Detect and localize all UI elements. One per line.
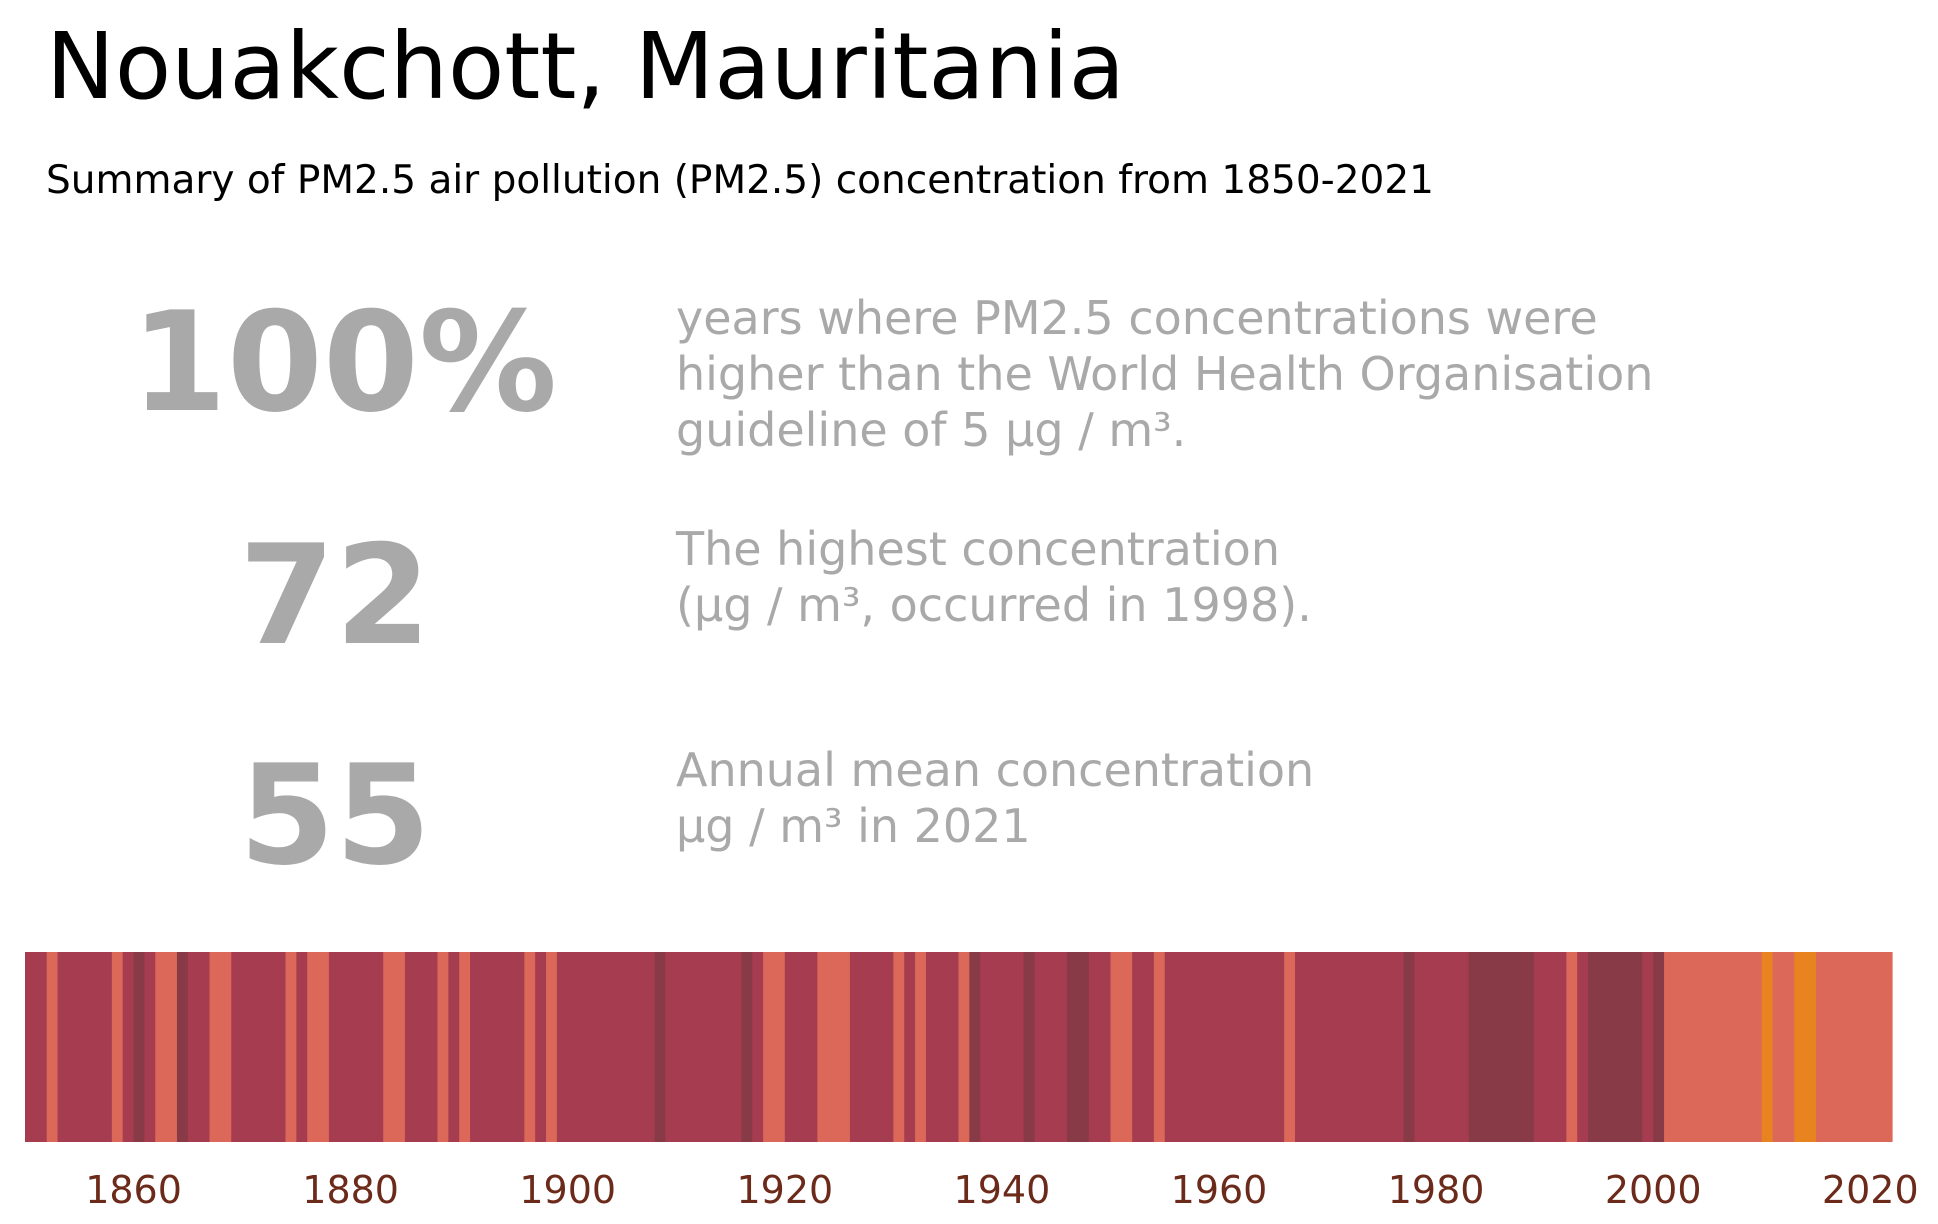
stripe-1930: [893, 952, 905, 1142]
stat-description-line: guideline of 5 µg / m³.: [676, 403, 1187, 457]
stat-description-annual-mean: Annual mean concentration µg / m³ in 202…: [676, 742, 1314, 854]
stripe-1923: [817, 952, 851, 1142]
stripe-1948: [1088, 952, 1112, 1142]
stripe-1869: [231, 952, 287, 1142]
stripe-1889: [448, 952, 460, 1142]
x-tick-label: 1940: [954, 1168, 1051, 1212]
page-subtitle: Summary of PM2.5 air pollution (PM2.5) c…: [46, 158, 1434, 203]
stripe-1936: [958, 952, 970, 1142]
stat-value-exceedance: 100%: [130, 282, 558, 443]
stripe-1852: [46, 952, 59, 1142]
stat-description-line: (µg / m³, occurred in 1998).: [676, 578, 1312, 632]
x-tick-label: 1920: [736, 1168, 833, 1212]
stripe-1931: [904, 952, 916, 1142]
stripe-1858: [111, 952, 124, 1142]
x-tick-label: 2020: [1822, 1168, 1919, 1212]
stripe-1989: [1533, 952, 1567, 1142]
stripe-1864: [176, 952, 189, 1142]
page-title: Nouakchott, Mauritania: [46, 13, 1126, 120]
stat-description-line: years where PM2.5 concentrations were: [676, 291, 1598, 345]
stat-value-highest: 72: [238, 515, 432, 676]
stripe-1946: [1067, 952, 1090, 1142]
stripe-1994: [1588, 952, 1643, 1142]
x-tick-label: 1960: [1171, 1168, 1268, 1212]
stripe-1899: [556, 952, 656, 1142]
stripe-2001: [1664, 952, 1763, 1142]
stripe-1952: [1132, 952, 1155, 1142]
stripe-1888: [437, 952, 449, 1142]
x-tick-label: 1860: [85, 1168, 182, 1212]
stripe-1909: [665, 952, 742, 1142]
stripe-1967: [1294, 952, 1405, 1142]
stripe-1876: [307, 952, 330, 1142]
stripe-1896: [524, 952, 536, 1142]
stripe-1874: [285, 952, 297, 1142]
stripe-1861: [144, 952, 156, 1142]
stat-value-annual-mean: 55: [238, 735, 432, 896]
stripe-1875: [296, 952, 308, 1142]
stripes-group: [25, 952, 1893, 1142]
stripe-1999: [1642, 952, 1654, 1142]
stripe-2000: [1653, 952, 1665, 1142]
stat-description-line: higher than the World Health Organisatio…: [676, 347, 1654, 401]
stripe-1850: [25, 952, 48, 1142]
stripe-1983: [1468, 952, 1535, 1142]
stripe-1897: [535, 952, 547, 1142]
stripe-2011: [1772, 952, 1795, 1142]
stat-description-highest: The highest concentration (µg / m³, occu…: [676, 521, 1312, 633]
stripe-1954: [1153, 952, 1166, 1142]
stripe-2013: [1794, 952, 1817, 1142]
stripe-1993: [1577, 952, 1589, 1142]
stripe-1908: [654, 952, 667, 1142]
stripe-1860: [133, 952, 145, 1142]
stripe-1916: [741, 952, 753, 1142]
stripe-1943: [1034, 952, 1068, 1142]
stripe-1937: [969, 952, 981, 1142]
stat-description-line: µg / m³ in 2021: [676, 799, 1031, 853]
stripe-1867: [209, 952, 232, 1142]
stat-description-line: The highest concentration: [676, 522, 1280, 576]
stripe-1992: [1566, 952, 1578, 1142]
stripe-1920: [784, 952, 818, 1142]
stripe-1978: [1414, 952, 1470, 1142]
stripe-1890: [459, 952, 471, 1142]
stripe-1933: [925, 952, 960, 1142]
stripe-1859: [122, 952, 135, 1142]
stripe-1966: [1284, 952, 1296, 1142]
stripe-2010: [1761, 952, 1774, 1142]
x-tick-label: 1980: [1388, 1168, 1485, 1212]
stripe-1885: [404, 952, 439, 1142]
stripe-1878: [328, 952, 384, 1142]
stripe-1883: [383, 952, 406, 1142]
x-axis: 1860 1880 1900 1920 1940 1960 1980 2000 2020: [85, 1168, 1918, 1212]
stripe-1932: [915, 952, 927, 1142]
stripe-2015: [1816, 952, 1893, 1142]
stripe-1862: [155, 952, 178, 1142]
x-tick-label: 1880: [302, 1168, 399, 1212]
x-tick-label: 2000: [1605, 1168, 1702, 1212]
stripe-1891: [470, 952, 525, 1142]
stripe-1865: [187, 952, 211, 1142]
stripe-1926: [849, 952, 894, 1142]
stripe-1955: [1164, 952, 1285, 1142]
stripe-1938: [980, 952, 1025, 1142]
stripe-1853: [57, 952, 113, 1142]
stat-description-exceedance: years where PM2.5 concentrations were hi…: [676, 290, 1653, 458]
stripe-1950: [1110, 952, 1133, 1142]
stat-description-line: Annual mean concentration: [676, 743, 1315, 797]
stripe-1977: [1403, 952, 1415, 1142]
stripe-1918: [763, 952, 786, 1142]
stripe-1898: [546, 952, 558, 1142]
stripe-1917: [752, 952, 764, 1142]
x-tick-label: 1900: [519, 1168, 616, 1212]
stripe-1942: [1023, 952, 1036, 1142]
